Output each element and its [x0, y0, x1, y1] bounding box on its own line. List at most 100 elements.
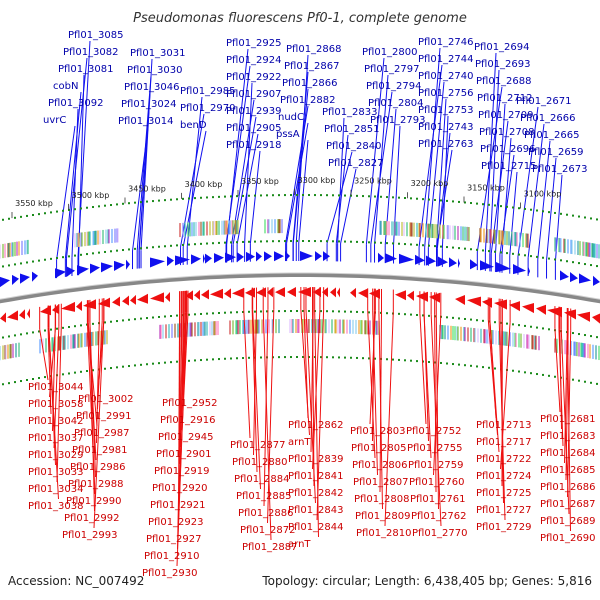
top-gene-label: Pfl01_3092	[48, 98, 104, 109]
ring-dot	[416, 197, 418, 200]
ring-dot	[332, 194, 334, 197]
ring-dot	[572, 214, 574, 217]
top-label-line	[527, 123, 545, 258]
top-gene-label: Pfl01_3030	[127, 65, 183, 76]
ring-dot	[428, 360, 430, 363]
reverse-gene-arrow	[267, 287, 273, 298]
ring-dot	[80, 370, 82, 373]
ring-dot	[128, 318, 130, 321]
reverse-gene-arrow	[330, 287, 336, 298]
ring-dot	[62, 209, 64, 212]
ring-dot	[578, 333, 580, 336]
top-gene-label: nudC	[278, 112, 304, 123]
ring-dot	[44, 376, 46, 379]
forward-gene-arrow	[114, 260, 125, 271]
ring-dot	[548, 211, 550, 214]
ring-dot	[158, 315, 160, 318]
scale-tick-label: 3100 kbp	[524, 189, 562, 198]
bottom-gene-label: Pfl01_2760	[409, 477, 465, 488]
ring-dot	[536, 209, 538, 212]
top-gene-label: Pfl01_2922	[226, 72, 282, 83]
bottom-label-line	[251, 309, 258, 473]
bottom-label-lines	[39, 287, 572, 567]
bottom-label-line	[498, 320, 506, 521]
reverse-gene-arrow	[287, 287, 296, 298]
ring-dot	[188, 359, 190, 362]
ring-dot	[446, 316, 448, 319]
top-gene-label: Pfl01_2744	[418, 54, 474, 65]
ring-dot	[272, 194, 274, 197]
ring-dot	[596, 218, 598, 221]
ring-dot	[524, 254, 526, 257]
bottom-gene-label: Pfl01_2690	[540, 533, 596, 544]
ring-dot	[2, 265, 4, 268]
bottom-gene-label: Pfl01_2839	[288, 454, 344, 465]
ring-dot	[218, 195, 220, 198]
ring-dot	[440, 199, 442, 202]
ring-dot	[344, 356, 346, 359]
forward-gene-arrow	[315, 251, 322, 262]
ring-dot	[392, 242, 394, 245]
ring-dot	[452, 200, 454, 203]
ring-dot	[170, 198, 172, 201]
bottom-label-line	[56, 325, 62, 483]
ring-dot	[362, 311, 364, 314]
reverse-gene-arrow	[150, 292, 164, 303]
bottom-gene-label: Pfl01_2920	[152, 483, 208, 494]
ring-dot	[206, 358, 208, 361]
top-gene-label: Pfl01_2708	[479, 127, 535, 138]
ring-dot	[290, 310, 292, 313]
ring-dot	[32, 214, 34, 217]
ring-dot	[272, 356, 274, 359]
ring-dot	[572, 261, 574, 264]
bottom-gene-label: Pfl01_2901	[156, 449, 212, 460]
top-gene-label: Pfl01_2694	[474, 42, 530, 53]
ring-dot	[596, 265, 598, 268]
bottom-label-line	[367, 310, 376, 459]
ring-dot	[440, 245, 442, 248]
ring-dot	[356, 356, 358, 359]
ring-dot	[194, 243, 196, 246]
ring-dot	[254, 240, 256, 243]
ring-dot	[590, 335, 592, 338]
ring-dot	[530, 255, 532, 258]
top-gene-label: Pfl01_2715	[481, 161, 537, 172]
map-title: Pseudomonas fluorescens Pf0-1, complete …	[133, 11, 467, 26]
bottom-gene-label: Pfl01_2770	[412, 528, 468, 539]
ring-dot	[146, 317, 148, 320]
ring-dot	[212, 312, 214, 315]
ring-dot	[20, 333, 22, 336]
forward-gene-arrow	[496, 262, 511, 273]
bottom-gene-label: Pfl01_3002	[78, 394, 134, 405]
ring-dot	[122, 319, 124, 322]
ring-dot	[458, 200, 460, 203]
scale-tick-label: 3450 kbp	[128, 184, 166, 193]
ring-dot	[470, 318, 472, 321]
ring-dot	[590, 264, 592, 267]
top-label-line	[292, 71, 309, 244]
ring-dot	[122, 365, 124, 368]
ring-dot	[224, 311, 226, 314]
ring-dot	[374, 195, 376, 198]
bottom-label-line	[314, 309, 319, 538]
ring-dot	[536, 326, 538, 329]
ring-dot	[128, 365, 130, 368]
top-gene-label: Pfl01_2840	[326, 141, 382, 152]
bottom-gene-label: Pfl01_2887	[242, 542, 298, 553]
top-gene-label: Pfl01_2924	[226, 55, 282, 66]
top-gene-label: Pfl01_2673	[532, 164, 588, 175]
forward-gene-arrow	[126, 259, 130, 270]
ring-dot	[356, 310, 358, 313]
ring-dot	[134, 364, 136, 367]
top-label-line	[71, 108, 79, 258]
bottom-gene-label: Pfl01_2808	[354, 494, 410, 505]
ring-dot	[326, 194, 328, 197]
ring-dot	[410, 313, 412, 316]
scale-tick-label: 3400 kbp	[185, 180, 223, 189]
bottom-gene-label: Pfl01_2762	[411, 511, 467, 522]
ring-dot	[140, 247, 142, 250]
bottom-gene-label: Pfl01_3034	[28, 484, 84, 495]
ring-dot	[584, 380, 586, 383]
forward-gene-arrow	[470, 259, 478, 270]
top-label-line	[484, 52, 497, 253]
